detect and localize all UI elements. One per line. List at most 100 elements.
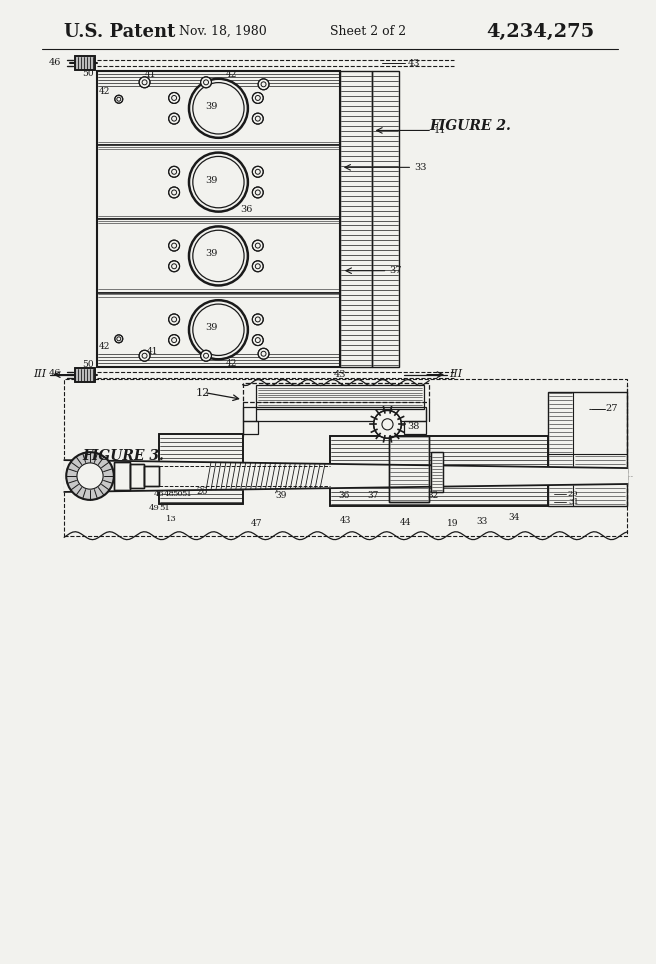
Bar <box>243 383 429 402</box>
Circle shape <box>189 227 248 285</box>
Circle shape <box>115 335 123 343</box>
Circle shape <box>139 350 150 362</box>
Bar <box>404 421 426 434</box>
Circle shape <box>201 350 211 362</box>
Text: 26: 26 <box>196 488 207 496</box>
Text: 51: 51 <box>159 504 170 512</box>
Text: 49: 49 <box>148 504 159 512</box>
Bar <box>243 408 426 421</box>
Bar <box>64 379 627 536</box>
Bar <box>431 452 443 492</box>
Circle shape <box>253 187 263 198</box>
Bar <box>390 437 429 502</box>
Circle shape <box>66 452 114 500</box>
Text: 46: 46 <box>154 490 164 498</box>
Bar <box>548 391 627 506</box>
Text: 19: 19 <box>447 520 459 528</box>
Text: 39: 39 <box>205 250 218 258</box>
Text: 32: 32 <box>427 492 438 500</box>
Circle shape <box>169 167 180 177</box>
Circle shape <box>139 77 150 88</box>
Text: 41: 41 <box>146 347 158 357</box>
Text: FIGURE 2.: FIGURE 2. <box>429 120 511 133</box>
Bar <box>130 464 144 488</box>
Circle shape <box>253 113 263 124</box>
Text: 11: 11 <box>434 126 447 135</box>
Text: 34: 34 <box>508 513 520 522</box>
Text: 46: 46 <box>49 369 61 378</box>
Text: 39: 39 <box>205 323 218 333</box>
Circle shape <box>258 79 269 90</box>
Text: 48: 48 <box>163 490 174 498</box>
Circle shape <box>253 314 263 325</box>
Polygon shape <box>64 460 627 492</box>
Bar <box>75 367 95 382</box>
Text: 44: 44 <box>400 519 411 527</box>
Text: 39: 39 <box>205 175 218 185</box>
Bar <box>97 71 340 366</box>
Circle shape <box>189 300 248 360</box>
Text: 43: 43 <box>340 517 351 525</box>
Circle shape <box>169 240 180 251</box>
Text: 38: 38 <box>407 422 420 431</box>
Text: 43: 43 <box>334 370 346 379</box>
Bar <box>340 71 372 366</box>
Bar <box>144 466 159 486</box>
Text: 43: 43 <box>407 59 420 67</box>
Bar <box>114 462 130 490</box>
Bar <box>390 437 429 502</box>
Text: 46: 46 <box>49 58 61 67</box>
Text: Sheet 2 of 2: Sheet 2 of 2 <box>330 25 406 39</box>
Text: 37: 37 <box>390 266 402 275</box>
Text: 42: 42 <box>99 342 110 351</box>
Circle shape <box>201 77 211 88</box>
Circle shape <box>115 95 123 103</box>
Bar <box>159 434 243 504</box>
Bar <box>372 71 400 366</box>
Circle shape <box>189 152 248 212</box>
Text: 39: 39 <box>205 102 218 111</box>
Text: 42: 42 <box>226 360 237 368</box>
Bar <box>75 57 95 70</box>
Bar <box>114 462 130 490</box>
Circle shape <box>189 79 248 138</box>
Text: 42: 42 <box>226 69 237 79</box>
Text: 33: 33 <box>414 163 427 172</box>
Bar <box>330 437 548 506</box>
Circle shape <box>253 240 263 251</box>
Text: 50: 50 <box>173 490 183 498</box>
Text: 39: 39 <box>276 492 287 500</box>
Text: 50: 50 <box>83 361 94 369</box>
Text: 41: 41 <box>144 69 156 79</box>
Text: 37: 37 <box>367 492 379 500</box>
Circle shape <box>253 93 263 103</box>
Text: 4,234,275: 4,234,275 <box>487 22 595 40</box>
Text: 12: 12 <box>196 388 211 397</box>
Bar <box>243 421 258 434</box>
Bar <box>330 437 548 506</box>
Circle shape <box>374 411 401 439</box>
Circle shape <box>169 335 180 345</box>
Circle shape <box>169 187 180 198</box>
Text: 36: 36 <box>241 204 253 214</box>
Bar <box>159 434 243 504</box>
Circle shape <box>253 261 263 272</box>
Text: 13: 13 <box>167 515 177 522</box>
Text: III: III <box>449 368 462 379</box>
Text: 36: 36 <box>338 492 349 500</box>
Circle shape <box>253 167 263 177</box>
Text: 50: 50 <box>83 68 94 78</box>
Circle shape <box>258 348 269 360</box>
Circle shape <box>169 113 180 124</box>
Circle shape <box>253 335 263 345</box>
Text: 51: 51 <box>181 490 192 498</box>
Bar <box>75 367 95 382</box>
Circle shape <box>169 314 180 325</box>
Bar <box>144 466 159 486</box>
Bar <box>75 57 95 70</box>
Text: Nov. 18, 1980: Nov. 18, 1980 <box>179 25 267 39</box>
Text: FIGURE 3.: FIGURE 3. <box>82 449 164 463</box>
Text: 31: 31 <box>568 497 579 506</box>
Text: 47: 47 <box>251 520 262 528</box>
Text: 29: 29 <box>568 490 579 498</box>
